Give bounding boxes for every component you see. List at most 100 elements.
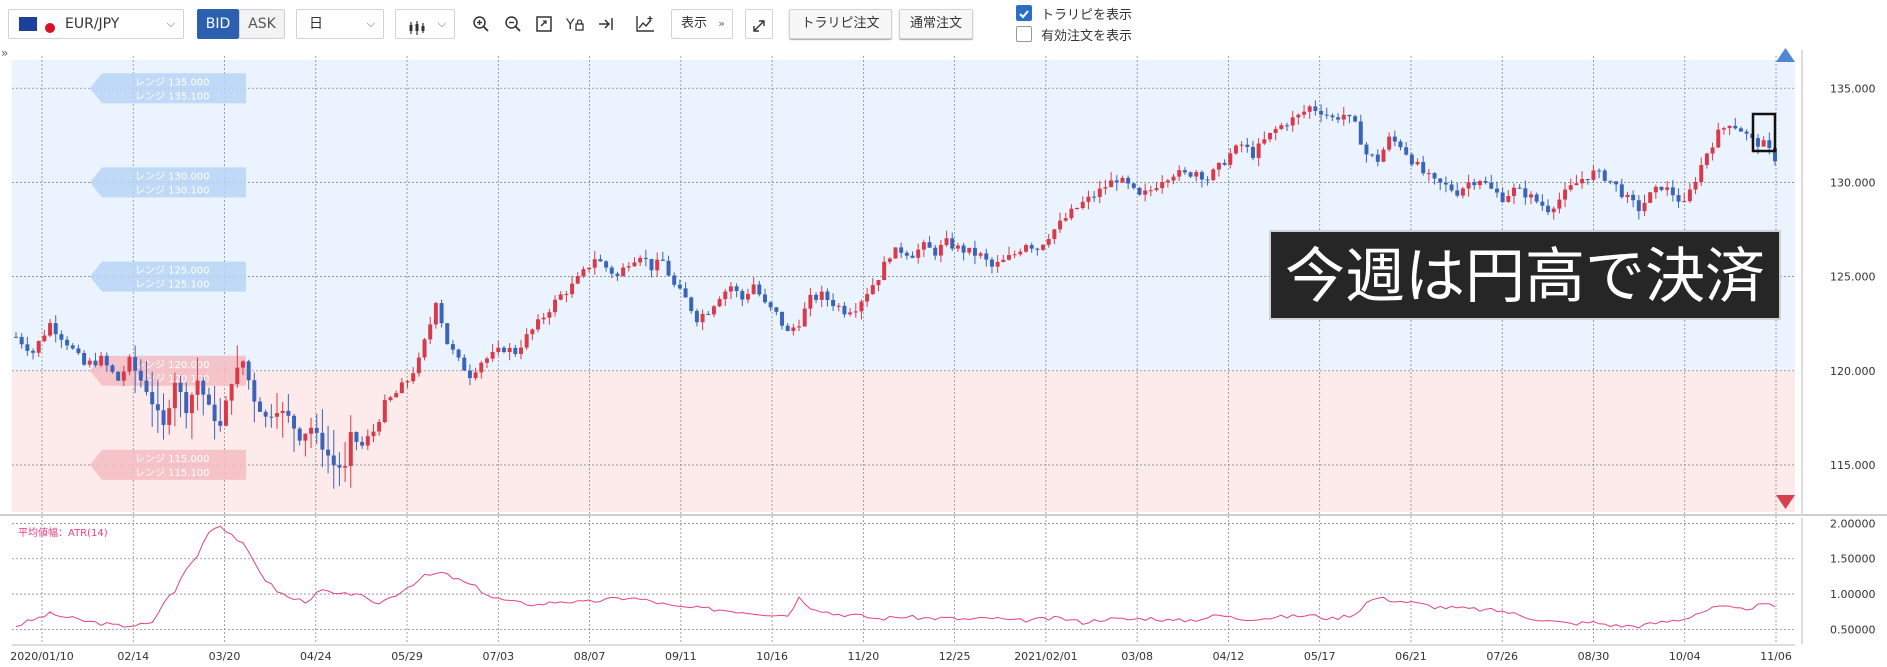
- x-tick-label: 10/16: [756, 650, 788, 663]
- candle-body: [1687, 189, 1692, 202]
- candle-body: [570, 283, 575, 295]
- candle-body: [1580, 179, 1585, 184]
- candle-body: [751, 284, 756, 294]
- chevron-down-icon: ⌵: [437, 17, 446, 30]
- fit-screen-icon[interactable]: [531, 11, 557, 37]
- normal-order-button[interactable]: 通常注文: [899, 9, 973, 39]
- candle-body: [1597, 170, 1602, 172]
- candle-body: [723, 291, 728, 300]
- candle-body: [683, 288, 688, 298]
- candle-body: [865, 294, 870, 302]
- atr-tick-label: 2.00000: [1830, 517, 1876, 530]
- candle-body: [1279, 125, 1284, 129]
- candle-body: [513, 347, 518, 355]
- symbol-select[interactable]: EUR/JPY ⌵: [8, 9, 184, 39]
- x-tick-label: 02/14: [117, 650, 149, 663]
- bid-button[interactable]: BID: [197, 9, 239, 39]
- candle-body: [870, 285, 875, 295]
- candle-body: [1642, 202, 1647, 212]
- x-tick-label: 2020/01/10: [10, 650, 73, 663]
- candle-body: [1438, 178, 1443, 183]
- candle-body: [1721, 128, 1726, 130]
- candle-body: [831, 299, 836, 307]
- collapse-panel-icon[interactable]: »: [1, 46, 8, 60]
- candle-body: [218, 421, 223, 426]
- x-tick-label: 12/25: [939, 650, 971, 663]
- candle-body: [1574, 183, 1579, 186]
- candle-body: [808, 294, 813, 309]
- scroll-up-arrow-icon[interactable]: [1776, 48, 1795, 62]
- candle-body: [1160, 182, 1165, 189]
- candle-body: [1551, 208, 1556, 213]
- zoom-in-icon[interactable]: [468, 11, 494, 37]
- candle-body: [1233, 145, 1238, 154]
- candle-body: [422, 339, 427, 358]
- candle-body: [944, 238, 949, 245]
- zoom-out-icon[interactable]: [500, 11, 526, 37]
- candle-body: [1744, 131, 1749, 134]
- candle-body: [450, 344, 455, 350]
- candle-body: [201, 380, 206, 395]
- x-tick-label: 11/06: [1760, 650, 1792, 663]
- candle-body: [1546, 205, 1551, 213]
- zone-buy: [12, 60, 1795, 371]
- candle-body: [269, 416, 274, 418]
- candle-body: [246, 361, 251, 381]
- indicator-icon[interactable]: [632, 11, 658, 37]
- jump-to-latest-icon[interactable]: [593, 11, 619, 37]
- candle-body: [161, 410, 166, 425]
- candle-body: [1080, 201, 1085, 209]
- y-tick-label: 130.000: [1830, 176, 1876, 189]
- candle-body: [1455, 190, 1460, 196]
- candle-body: [967, 247, 972, 253]
- fullscreen-button[interactable]: [745, 9, 773, 39]
- candle-body: [258, 401, 262, 412]
- candle-body: [1512, 187, 1516, 196]
- candle-body: [1426, 173, 1431, 175]
- candle-body: [1052, 229, 1057, 239]
- candle-body: [252, 380, 257, 402]
- atr-tick-label: 0.50000: [1830, 623, 1876, 636]
- candle-body: [235, 367, 240, 385]
- candle-body: [1199, 172, 1204, 180]
- candle-body: [348, 432, 353, 466]
- show-traripi-checkbox[interactable]: [1016, 5, 1032, 21]
- period-select[interactable]: 日 ⌵: [296, 9, 384, 39]
- candle-body: [853, 311, 858, 313]
- candle-body: [1353, 116, 1358, 122]
- display-menu[interactable]: 表示 »: [671, 9, 733, 39]
- chevron-down-icon: ⌵: [166, 17, 175, 30]
- candle-body: [1415, 162, 1420, 165]
- candle-body: [1006, 255, 1011, 260]
- candle-body: [343, 465, 348, 468]
- y-tick-label: 115.000: [1830, 459, 1876, 472]
- candle-body: [1058, 220, 1063, 230]
- range-tag: [90, 167, 246, 198]
- x-tick-label: 10/04: [1669, 650, 1701, 663]
- candle-body: [558, 294, 563, 300]
- atr-tick-label: 1.00000: [1830, 588, 1876, 601]
- candle-body: [286, 410, 291, 416]
- candle-body: [31, 350, 36, 353]
- candle-body: [592, 259, 597, 268]
- candle-body: [763, 294, 767, 303]
- candle-body: [1591, 170, 1596, 180]
- y-axis-lock-icon[interactable]: Y: [562, 11, 588, 37]
- candle-body: [1392, 136, 1397, 142]
- price-chart[interactable]: レンジ 135.000 レンジ 135.100 レンジ 130.000 レンジ 130…: [0, 44, 1887, 667]
- scroll-down-arrow-icon[interactable]: [1776, 495, 1795, 509]
- x-tick-label: 04/24: [300, 650, 332, 663]
- candle-body: [1699, 165, 1704, 182]
- show-active-orders-checkbox[interactable]: [1016, 26, 1032, 42]
- candle-body: [740, 290, 745, 300]
- ask-button[interactable]: ASK: [239, 9, 285, 39]
- chart-type-select[interactable]: ⌵: [395, 9, 455, 39]
- candle-body: [507, 347, 512, 353]
- trailing-order-button[interactable]: トラリピ注文: [789, 9, 892, 39]
- candle-body: [1143, 190, 1148, 195]
- range-tag-line2: レンジ 135.100: [135, 91, 210, 102]
- candle-body: [938, 244, 943, 256]
- latest-candle-highlight: [1751, 112, 1777, 153]
- candle-body: [825, 291, 830, 300]
- candle-body: [910, 255, 915, 258]
